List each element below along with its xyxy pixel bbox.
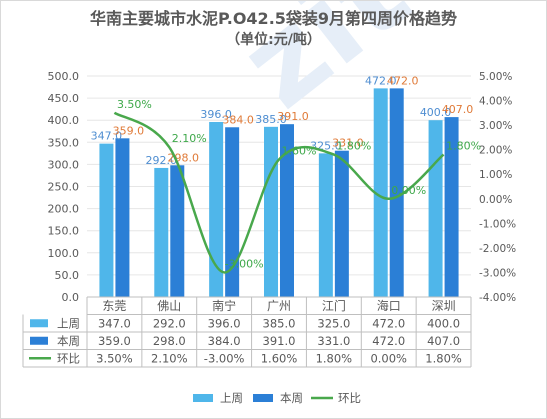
table-cell: 2.10%	[151, 351, 188, 365]
y-tick-label: 0.0	[62, 291, 80, 304]
table-cell: 472.0	[372, 316, 405, 330]
series-line-mom	[113, 111, 445, 274]
bar-last-week	[373, 88, 388, 297]
y-tick-label: 250.0	[48, 181, 80, 194]
table-cell: 1.80%	[316, 351, 353, 365]
bar-last-week	[318, 153, 333, 297]
table-cell: 3.50%	[96, 351, 133, 365]
data-label-mom: 1.60%	[282, 144, 317, 157]
data-label-this-week: 359.0	[113, 124, 145, 137]
x-tick-label: 南宁	[212, 298, 236, 313]
table-cell: 292.0	[153, 316, 186, 330]
table-cell: 347.0	[98, 316, 131, 330]
table-row-label: 环比	[57, 351, 80, 365]
y2-tick-label: 5.00%	[479, 71, 512, 83]
data-label-mom: 2.10%	[172, 132, 207, 145]
y-tick-label: 100.0	[48, 247, 80, 260]
legend-key	[253, 394, 273, 402]
y2-tick-label: -2.00%	[479, 243, 516, 255]
data-label-this-week: 391.0	[277, 110, 309, 123]
table-cell: 1.60%	[261, 351, 298, 365]
table-cell: 331.0	[317, 334, 350, 348]
chart-title: 华南主要城市水泥P.O42.5袋装9月第四周价格趋势	[89, 9, 458, 28]
table-cell: 396.0	[208, 316, 241, 330]
data-label-this-week: 331.0	[332, 137, 364, 150]
table-cell: 400.0	[427, 316, 460, 330]
data-label-last-week: 347.0	[91, 130, 123, 143]
x-tick-label: 深圳	[432, 299, 456, 313]
y-tick-label: 350.0	[48, 136, 80, 149]
y2-tick-label: 0.00%	[479, 194, 512, 206]
table-cell: 359.0	[98, 334, 131, 348]
bar-this-week	[389, 88, 404, 297]
y-tick-label: 50.0	[55, 269, 80, 282]
data-label-last-week: 400.0	[420, 106, 452, 119]
data-label-last-week: 292.0	[146, 154, 178, 167]
y-tick-label: 200.0	[48, 203, 80, 216]
bar-last-week	[154, 167, 169, 297]
table-row-label: 上周	[57, 316, 80, 330]
y2-tick-label: 4.00%	[479, 96, 512, 108]
legend-label: 上周	[220, 391, 243, 405]
data-label-mom: 0.00%	[391, 184, 426, 197]
table-cell: 472.0	[372, 334, 405, 348]
legend-key	[193, 394, 213, 402]
y-tick-label: 300.0	[48, 158, 80, 171]
table-cell: 0.00%	[370, 351, 407, 365]
table-cell: 385.0	[263, 316, 296, 330]
bar-last-week	[209, 121, 224, 297]
table-cell: 407.0	[427, 334, 460, 348]
x-tick-label: 佛山	[157, 299, 181, 313]
chart-subtitle: （单位:元/吨）	[226, 32, 321, 48]
data-label-this-week: 384.0	[222, 113, 254, 126]
data-label-this-week: 407.0	[442, 103, 474, 116]
table-cell: 391.0	[263, 334, 296, 348]
x-tick-label: 江门	[322, 298, 346, 313]
data-label-this-week: 472.0	[387, 74, 419, 87]
x-tick-label: 广州	[267, 299, 291, 313]
legend-label: 本周	[280, 391, 303, 405]
data-label-last-week: 396.0	[200, 108, 232, 121]
table-cell: 384.0	[208, 334, 241, 348]
x-tick-label: 海口	[377, 298, 401, 313]
y-tick-label: 400.0	[48, 114, 80, 127]
table-cell: -3.00%	[204, 351, 245, 365]
bar-this-week	[170, 165, 185, 297]
x-tick-label: 东莞	[102, 299, 126, 313]
data-label-mom: 1.80%	[336, 140, 371, 153]
bar-this-week	[280, 124, 294, 297]
table-legend-key	[30, 319, 48, 328]
y2-tick-label: -3.00%	[479, 267, 516, 279]
data-label-last-week: 385.0	[255, 113, 287, 126]
y2-tick-label: 1.00%	[479, 169, 512, 181]
bar-last-week	[264, 126, 278, 297]
bar-last-week	[99, 143, 114, 297]
y2-tick-label: -1.00%	[479, 218, 516, 230]
bar-this-week	[444, 117, 459, 297]
legend-label: 环比	[338, 391, 361, 405]
data-label-last-week: 472.0	[365, 74, 397, 87]
y2-tick-label: 2.00%	[479, 145, 512, 157]
table-row-label: 本周	[57, 334, 80, 348]
table-cell: 1.80%	[425, 351, 462, 365]
table-legend-key	[30, 336, 48, 345]
y-tick-label: 150.0	[48, 225, 80, 238]
y2-tick-label: 3.00%	[479, 120, 512, 132]
bar-this-week	[334, 150, 349, 297]
y-tick-label: 500.0	[48, 70, 80, 83]
table-cell: 298.0	[153, 334, 186, 348]
bar-last-week	[428, 120, 443, 297]
bar-this-week	[225, 127, 240, 297]
data-label-mom: -3.00%	[225, 257, 264, 270]
data-label-mom: 3.50%	[117, 98, 152, 111]
data-label-mom: 1.80%	[446, 140, 481, 153]
bar-this-week	[115, 138, 130, 297]
y2-tick-label: -4.00%	[479, 292, 516, 304]
y-tick-label: 450.0	[48, 92, 80, 105]
table-cell: 325.0	[317, 316, 350, 330]
